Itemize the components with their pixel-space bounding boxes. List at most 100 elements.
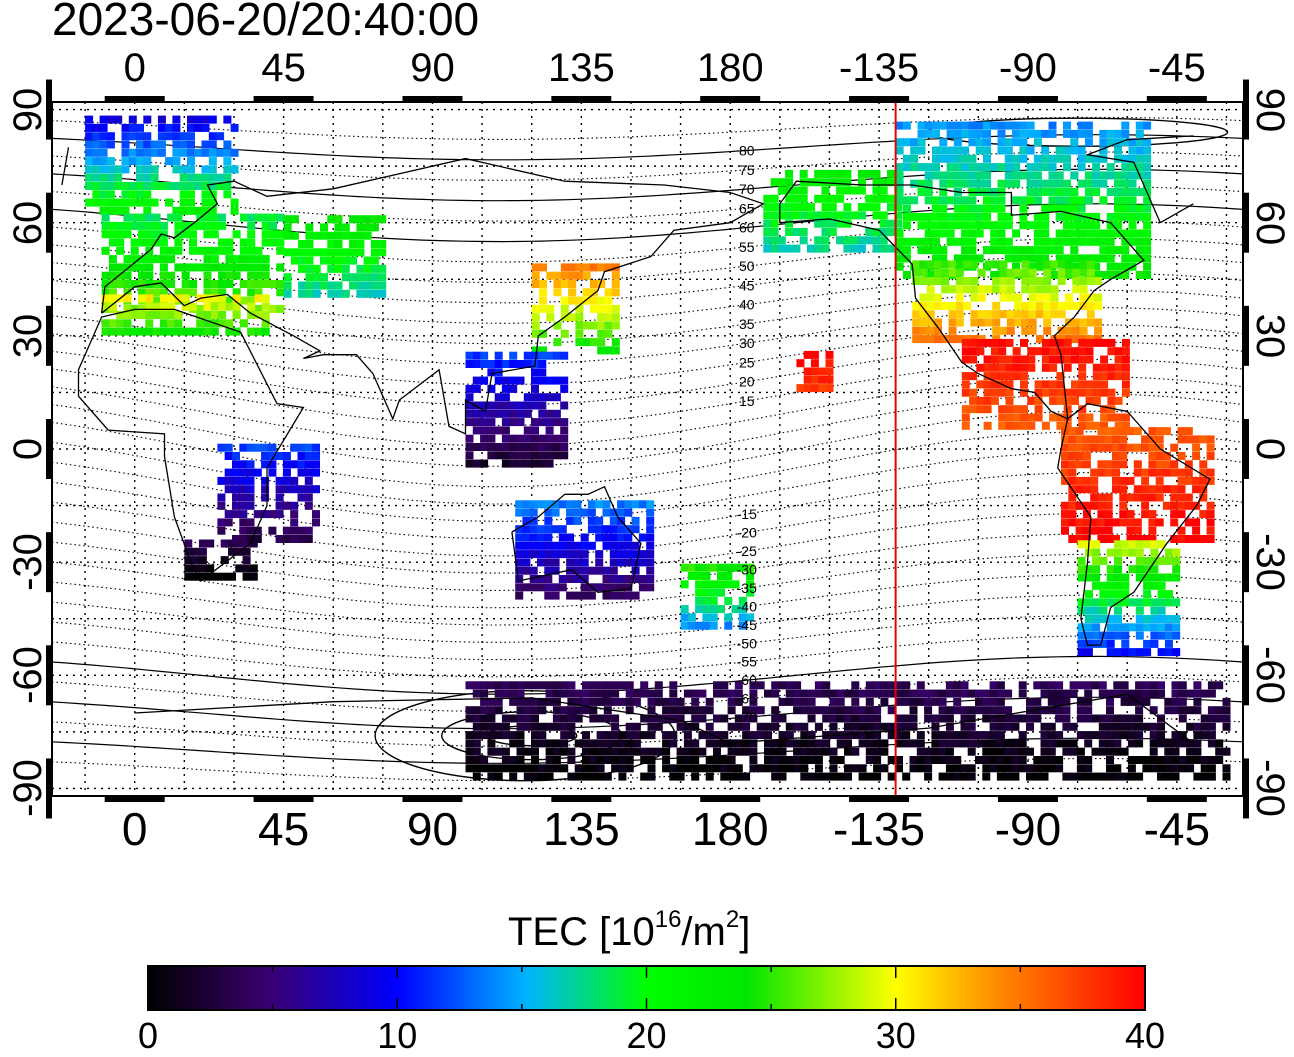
tec-cell — [181, 288, 190, 297]
tec-cell — [713, 764, 721, 773]
tec-cell — [709, 596, 718, 605]
tec-cell — [181, 302, 190, 311]
tec-cell — [609, 591, 618, 600]
tec-cell — [545, 764, 554, 773]
tec-cell — [92, 182, 101, 190]
tec-cell — [919, 260, 928, 269]
tec-cell — [945, 731, 954, 740]
tec-cell — [746, 588, 755, 597]
tec-cell — [1065, 268, 1073, 277]
tec-cell — [938, 731, 947, 740]
tec-cell — [989, 681, 998, 690]
tec-cell — [465, 360, 474, 368]
tec-cell — [895, 179, 904, 188]
tec-cell — [201, 173, 210, 182]
tec-cell — [727, 697, 736, 706]
tec-cell — [984, 285, 993, 294]
tec-cell — [538, 418, 547, 427]
tec-cell — [529, 583, 538, 592]
tec-cell — [611, 747, 620, 756]
tec-cell — [1121, 237, 1130, 246]
tec-cell — [879, 219, 888, 228]
tec-cell — [552, 418, 561, 427]
tec-cell — [239, 510, 248, 519]
tec-cell — [290, 485, 299, 494]
tec-cell — [990, 372, 999, 381]
tec-cell — [242, 556, 251, 565]
tec-cell — [529, 525, 538, 534]
tec-cell — [1021, 277, 1030, 285]
tec-cell — [1184, 501, 1193, 510]
tec-cell — [1004, 254, 1013, 263]
tec-cell — [810, 384, 819, 393]
tec-cell — [771, 681, 780, 690]
tec-cell — [167, 271, 176, 280]
tec-cell — [1020, 388, 1028, 397]
tec-cell — [777, 244, 786, 253]
tec-cell — [218, 213, 227, 222]
tec-cell — [879, 178, 888, 187]
tec-cell — [976, 347, 985, 356]
tec-cell — [1178, 756, 1187, 764]
tec-cell — [1133, 427, 1142, 436]
tec-cell — [604, 304, 613, 313]
tec-cell — [749, 747, 758, 756]
tec-cell — [1164, 764, 1173, 773]
tec-cell — [545, 376, 554, 385]
tec-cell — [1084, 129, 1093, 138]
tec-cell — [872, 211, 881, 220]
tec-cell — [194, 206, 203, 215]
tec-cell — [836, 178, 845, 187]
tec-cell — [698, 747, 707, 756]
tec-cell — [844, 764, 852, 773]
tec-cell — [1047, 722, 1056, 731]
tec-cell — [647, 772, 656, 781]
tec-cell — [85, 140, 94, 149]
tec-cell — [597, 346, 606, 355]
tec-cell — [1128, 171, 1137, 180]
tec-cell — [1114, 413, 1123, 422]
tec-cell — [953, 171, 962, 180]
tec-cell — [912, 260, 921, 269]
tec-cell — [1041, 229, 1050, 238]
tec-cell — [174, 311, 183, 319]
tec-cell — [480, 351, 489, 360]
tec-cell — [1077, 129, 1086, 138]
tec-cell — [232, 535, 240, 543]
tec-cell — [1099, 171, 1108, 180]
tec-cell — [807, 706, 816, 715]
tec-cell — [143, 115, 152, 124]
tec-cell — [969, 388, 978, 397]
tec-cell — [1018, 756, 1027, 764]
tec-cell — [1033, 254, 1042, 263]
tec-cell — [1207, 706, 1216, 715]
tec-cell — [210, 302, 219, 311]
tec-cell — [975, 121, 984, 130]
tec-cell — [558, 583, 567, 592]
tec-cell — [378, 240, 387, 248]
tec-cell — [1084, 706, 1093, 715]
tec-cell — [239, 476, 248, 485]
tec-cell — [516, 443, 525, 451]
tec-cell — [1070, 196, 1079, 205]
tec-cell — [1135, 689, 1144, 698]
tec-cell — [1082, 452, 1091, 460]
tec-cell — [254, 280, 263, 288]
tec-cell — [1114, 396, 1123, 405]
tec-cell — [99, 123, 108, 132]
tec-cell — [537, 525, 545, 534]
tec-cell — [880, 722, 889, 731]
tec-cell — [1092, 363, 1101, 372]
tec-cell — [225, 246, 234, 255]
tec-cell — [1028, 293, 1037, 302]
tec-cell — [1170, 493, 1179, 502]
tec-cell — [224, 485, 233, 494]
tec-cell — [640, 747, 649, 756]
tec-cell — [298, 240, 307, 248]
tec-cell — [130, 238, 139, 247]
tec-cell — [210, 221, 219, 230]
tec-cell — [1107, 405, 1116, 414]
tick-label: 0 — [1248, 437, 1292, 461]
tec-cell — [567, 756, 576, 764]
tec-cell — [1135, 573, 1144, 582]
